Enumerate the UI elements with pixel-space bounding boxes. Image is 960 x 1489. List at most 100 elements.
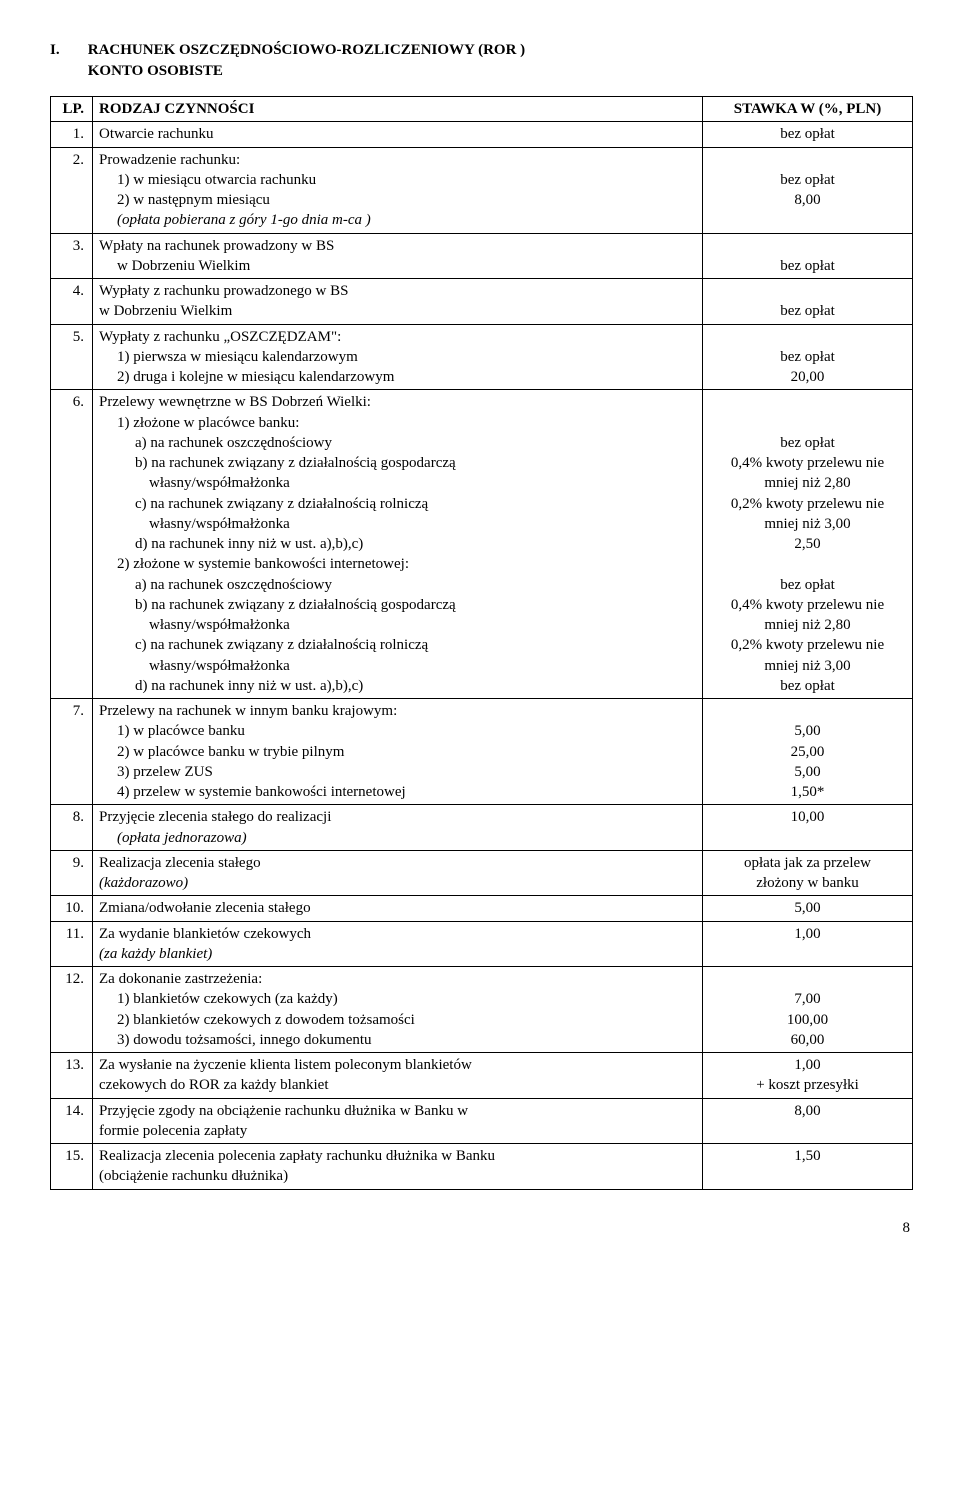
desc-line: własny/współmałżonka bbox=[99, 514, 696, 534]
desc-cell: Wypłaty z rachunku „OSZCZĘDZAM":1) pierw… bbox=[93, 324, 703, 390]
rate-line: bez opłat bbox=[709, 347, 906, 367]
rate-line: 1,50 bbox=[709, 1146, 906, 1166]
desc-line: b) na rachunek związany z działalnością … bbox=[99, 453, 696, 473]
rate-line: 5,00 bbox=[709, 762, 906, 782]
rate-line: 1,00 bbox=[709, 1055, 906, 1075]
desc-line: Realizacja zlecenia polecenia zapłaty ra… bbox=[99, 1146, 696, 1166]
rate-cell: 1,50 bbox=[703, 1144, 913, 1190]
rate-cell: bez opłat bbox=[703, 122, 913, 147]
desc-cell: Za dokonanie zastrzeżenia:1) blankietów … bbox=[93, 967, 703, 1053]
rate-line: bez opłat bbox=[709, 433, 906, 453]
desc-line: b) na rachunek związany z działalnością … bbox=[99, 595, 696, 615]
desc-line: 2) druga i kolejne w miesiącu kalendarzo… bbox=[99, 367, 696, 387]
rate-cell: 5,0025,005,001,50* bbox=[703, 699, 913, 805]
desc-line: 1) blankietów czekowych (za każdy) bbox=[99, 989, 696, 1009]
rate-line bbox=[709, 210, 906, 230]
table-row: 12. Za dokonanie zastrzeżenia:1) blankie… bbox=[51, 967, 913, 1053]
rate-line: 0,2% kwoty przelewu nie bbox=[709, 494, 906, 514]
table-row: 10.Zmiana/odwołanie zlecenia stałego 5,00 bbox=[51, 896, 913, 921]
desc-line: Za dokonanie zastrzeżenia: bbox=[99, 969, 696, 989]
rate-line: mniej niż 3,00 bbox=[709, 514, 906, 534]
desc-line: d) na rachunek inny niż w ust. a),b),c) bbox=[99, 534, 696, 554]
rate-line bbox=[709, 150, 906, 170]
desc-line: czekowych do ROR za każdy blankiet bbox=[99, 1075, 696, 1095]
rate-line: mniej niż 3,00 bbox=[709, 656, 906, 676]
rate-line bbox=[709, 969, 906, 989]
lp-cell: 12. bbox=[51, 967, 93, 1053]
col-desc: RODZAJ CZYNNOŚCI bbox=[93, 97, 703, 122]
desc-cell: Przyjęcie zgody na obciążenie rachunku d… bbox=[93, 1098, 703, 1144]
lp-cell: 15. bbox=[51, 1144, 93, 1190]
lp-cell: 11. bbox=[51, 921, 93, 967]
lp-cell: 9. bbox=[51, 850, 93, 896]
rate-cell: 1,00+ koszt przesyłki bbox=[703, 1053, 913, 1099]
rate-line: 60,00 bbox=[709, 1030, 906, 1050]
rate-line bbox=[709, 392, 906, 412]
section-number: I. bbox=[50, 40, 84, 61]
rate-line: 0,2% kwoty przelewu nie bbox=[709, 635, 906, 655]
table-row: 14.Przyjęcie zgody na obciążenie rachunk… bbox=[51, 1098, 913, 1144]
desc-line: Wypłaty z rachunku prowadzonego w BS bbox=[99, 281, 696, 301]
desc-cell: Realizacja zlecenia stałego(każdorazowo) bbox=[93, 850, 703, 896]
rate-line bbox=[709, 327, 906, 347]
rate-line: 2,50 bbox=[709, 534, 906, 554]
rate-line: bez opłat bbox=[709, 575, 906, 595]
desc-cell: Zmiana/odwołanie zlecenia stałego bbox=[93, 896, 703, 921]
lp-cell: 10. bbox=[51, 896, 93, 921]
desc-line: (obciążenie rachunku dłużnika) bbox=[99, 1166, 696, 1186]
rate-line bbox=[709, 1166, 906, 1186]
page-number: 8 bbox=[50, 1220, 910, 1237]
desc-line: 2) blankietów czekowych z dowodem tożsam… bbox=[99, 1010, 696, 1030]
rate-cell: 1,00 bbox=[703, 921, 913, 967]
desc-line: 2) złożone w systemie bankowości interne… bbox=[99, 554, 696, 574]
desc-cell: Za wysłanie na życzenie klienta listem p… bbox=[93, 1053, 703, 1099]
rate-line bbox=[709, 828, 906, 848]
rate-line bbox=[709, 236, 906, 256]
lp-cell: 8. bbox=[51, 805, 93, 851]
table-row: 7.Przelewy na rachunek w innym banku kra… bbox=[51, 699, 913, 805]
desc-cell: Realizacja zlecenia polecenia zapłaty ra… bbox=[93, 1144, 703, 1190]
desc-line: a) na rachunek oszczędnościowy bbox=[99, 575, 696, 595]
desc-line: 1) w placówce banku bbox=[99, 721, 696, 741]
rate-line bbox=[709, 281, 906, 301]
desc-line: Prowadzenie rachunku: bbox=[99, 150, 696, 170]
table-row: 4.Wypłaty z rachunku prowadzonego w BSw … bbox=[51, 279, 913, 325]
rate-line: 5,00 bbox=[709, 721, 906, 741]
rate-cell: bez opłat0,4% kwoty przelewu niemniej ni… bbox=[703, 390, 913, 699]
rate-line: 5,00 bbox=[709, 898, 906, 918]
rate-line: bez opłat bbox=[709, 170, 906, 190]
rate-cell: bez opłat8,00 bbox=[703, 147, 913, 233]
col-lp: LP. bbox=[51, 97, 93, 122]
rate-line: 7,00 bbox=[709, 989, 906, 1009]
rate-line: mniej niż 2,80 bbox=[709, 615, 906, 635]
rate-line: bez opłat bbox=[709, 124, 906, 144]
table-row: 1.Otwarcie rachunkubez opłat bbox=[51, 122, 913, 147]
rate-line: 25,00 bbox=[709, 742, 906, 762]
desc-cell: Przelewy na rachunek w innym banku krajo… bbox=[93, 699, 703, 805]
table-row: 6.Przelewy wewnętrzne w BS Dobrzeń Wielk… bbox=[51, 390, 913, 699]
table-row: 11.Za wydanie blankietów czekowych(za ka… bbox=[51, 921, 913, 967]
rate-line bbox=[709, 554, 906, 574]
table-row: 5.Wypłaty z rachunku „OSZCZĘDZAM":1) pie… bbox=[51, 324, 913, 390]
desc-line: c) na rachunek związany z działalnością … bbox=[99, 494, 696, 514]
rate-cell: opłata jak za przelewzłożony w banku bbox=[703, 850, 913, 896]
rate-line bbox=[709, 701, 906, 721]
desc-cell: Wpłaty na rachunek prowadzony w BSw Dobr… bbox=[93, 233, 703, 279]
rate-line: 0,4% kwoty przelewu nie bbox=[709, 595, 906, 615]
rate-line: 1,00 bbox=[709, 924, 906, 944]
desc-line: (za każdy blankiet) bbox=[99, 944, 696, 964]
desc-line: własny/współmałżonka bbox=[99, 473, 696, 493]
rate-cell: bez opłat bbox=[703, 233, 913, 279]
desc-line: formie polecenia zapłaty bbox=[99, 1121, 696, 1141]
rate-line: 8,00 bbox=[709, 190, 906, 210]
rate-cell: 7,00100,0060,00 bbox=[703, 967, 913, 1053]
desc-line: Przyjęcie zgody na obciążenie rachunku d… bbox=[99, 1101, 696, 1121]
rate-cell: 8,00 bbox=[703, 1098, 913, 1144]
rate-line: 8,00 bbox=[709, 1101, 906, 1121]
desc-line: 1) w miesiącu otwarcia rachunku bbox=[99, 170, 696, 190]
desc-cell: Prowadzenie rachunku:1) w miesiącu otwar… bbox=[93, 147, 703, 233]
desc-line: w Dobrzeniu Wielkim bbox=[99, 256, 696, 276]
desc-line: Przyjęcie zlecenia stałego do realizacji bbox=[99, 807, 696, 827]
rate-line: + koszt przesyłki bbox=[709, 1075, 906, 1095]
desc-line: własny/współmałżonka bbox=[99, 656, 696, 676]
